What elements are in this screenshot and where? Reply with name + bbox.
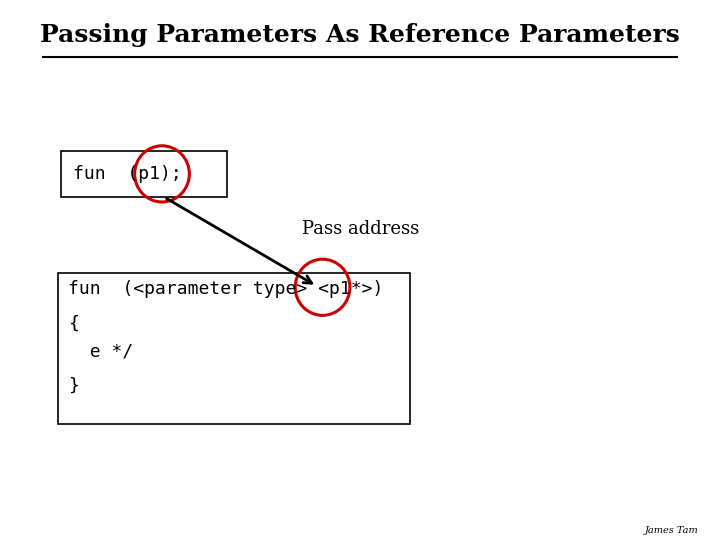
- FancyBboxPatch shape: [58, 273, 410, 424]
- Text: fun  (<parameter type> <p1*>): fun (<parameter type> <p1*>): [68, 280, 384, 298]
- Text: Passing Parameters As Reference Parameters: Passing Parameters As Reference Paramete…: [40, 23, 680, 47]
- Text: e */: e */: [68, 342, 134, 360]
- Text: James Tam: James Tam: [644, 525, 698, 535]
- Text: {: {: [68, 315, 79, 333]
- Text: }: }: [68, 377, 79, 395]
- FancyBboxPatch shape: [61, 151, 227, 197]
- Text: fun  (p1);: fun (p1);: [73, 165, 182, 183]
- Text: Pass address: Pass address: [302, 220, 420, 239]
